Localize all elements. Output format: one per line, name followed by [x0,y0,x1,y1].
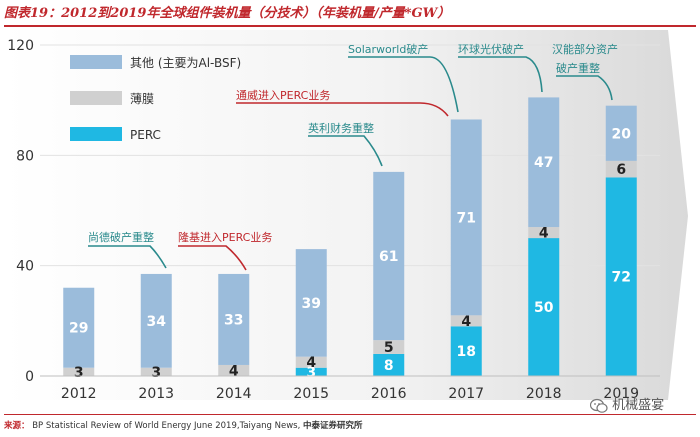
data-label: 3 [306,365,316,381]
data-label: 29 [69,321,88,337]
bar-segment [218,273,250,365]
annotation-text: 汉能部分资产 [552,42,618,56]
bar-segment [528,97,560,228]
bar-segment [295,356,327,368]
x-tick-label: 2017 [448,386,484,402]
data-label: 4 [229,363,239,379]
bar-segment [605,160,637,178]
annotation-text: 尚德破产重整 [88,230,154,244]
x-tick-label: 2015 [293,386,329,402]
data-label: 61 [379,249,398,265]
data-label: 3 [151,365,161,381]
data-label: 5 [384,340,394,356]
y-tick-label: 40 [16,259,34,275]
legend-swatch [70,91,122,105]
annotation-leader [178,245,247,271]
data-label: 20 [612,126,632,142]
watermark: 机械盛宴 [589,396,665,416]
annotation-leader [348,56,459,113]
data-label: 34 [147,314,167,330]
bar-segment [140,273,172,368]
watermark-text: 机械盛宴 [612,398,665,413]
data-label: 72 [612,270,631,286]
chart-title: 图表19：2012到2019年全球组件装机量（分技术）（年装机量/产量*GW） [4,6,451,21]
source-label: 来源： [4,421,30,431]
data-label: 8 [384,358,394,374]
y-tick-label: 80 [16,148,34,164]
title-divider [4,25,696,27]
source-text: BP Statistical Review of World Energy Ju… [32,421,301,431]
data-label: 18 [457,344,476,360]
x-tick-label: 2014 [216,386,252,402]
data-label: 33 [224,312,243,328]
bar-segment [450,119,482,316]
bar-segment [528,238,560,376]
legend-label: 其他 (主要为Al-BSF) [130,56,241,70]
source-note: 来源： BP Statistical Review of World Energ… [4,418,363,434]
bar-segment [295,367,327,376]
annotation-leader [88,245,167,269]
bar-segment [528,227,560,239]
x-tick-label: 2016 [371,386,407,402]
x-tick-label: 2019 [603,386,639,402]
annotation-text: 破产重整 [556,61,600,75]
annotation-leader [236,102,449,117]
data-label: 39 [302,296,321,312]
source-institution: 中泰证券研究所 [303,421,363,431]
annotation-leader [556,75,613,101]
bar-segment [218,364,250,376]
data-label: 50 [534,300,554,316]
y-tick-label: 120 [7,38,34,54]
data-label: 4 [539,226,549,242]
bar-segment [450,315,482,327]
bar-segment [63,287,95,368]
x-tick-label: 2012 [61,386,97,402]
footer-divider [4,414,696,415]
annotation-text: 环球光伏破产 [458,42,524,56]
legend-swatch [70,127,122,141]
chart-background-arrow [4,30,688,400]
legend-label: PERC [130,128,161,142]
bar-segment [605,177,637,376]
data-label: 3 [74,365,84,381]
y-tick-label: 0 [25,369,34,385]
annotation-leader [308,135,383,167]
annotation-text: 隆基进入PERC业务 [178,230,272,244]
annotation-text: 通威进入PERC业务 [236,89,330,102]
bar-segment [373,171,405,341]
legend-label: 薄膜 [130,91,154,106]
bar-segment [140,367,172,376]
data-label: 6 [616,162,626,178]
bar-segment [295,249,327,357]
annotation-text: Solarworld破产 [348,42,428,56]
legend-swatch [70,55,122,69]
bar-segment [63,367,95,376]
data-label: 4 [461,314,471,330]
bar-segment [605,105,637,161]
x-tick-label: 2018 [526,386,562,402]
bar-segment [450,326,482,376]
annotation-leader [458,56,543,93]
data-label: 47 [534,155,553,171]
data-label: 71 [457,210,476,226]
annotation-text: 英利财务重整 [308,121,374,135]
bar-segment [373,340,405,354]
bar-segment [373,353,405,376]
data-label: 4 [306,355,316,371]
wechat-icon [589,398,608,413]
x-tick-label: 2013 [138,386,174,402]
